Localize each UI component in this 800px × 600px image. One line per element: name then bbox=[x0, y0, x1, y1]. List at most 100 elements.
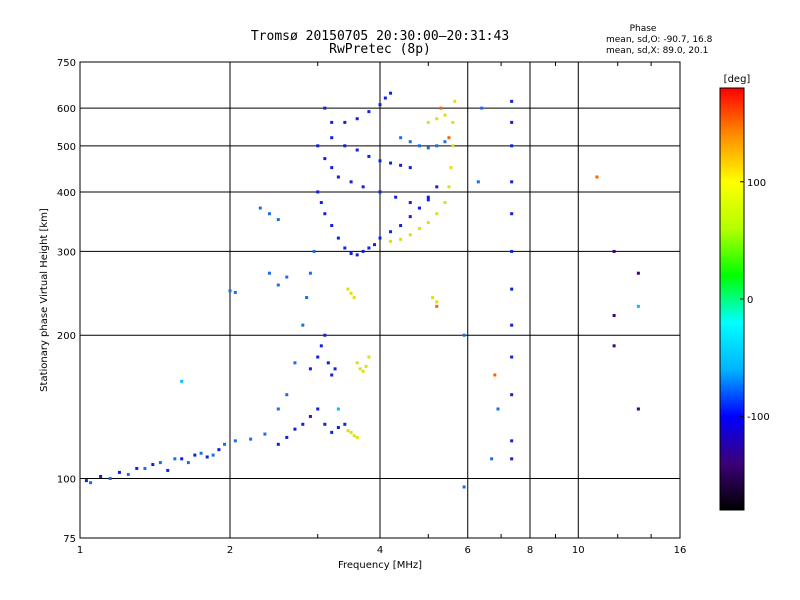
data-point bbox=[426, 198, 430, 202]
data-point bbox=[228, 289, 232, 293]
data-point bbox=[435, 185, 439, 189]
data-point bbox=[330, 136, 334, 140]
data-point bbox=[399, 136, 403, 140]
data-point bbox=[323, 106, 327, 110]
data-point bbox=[346, 287, 350, 291]
data-point bbox=[293, 361, 297, 365]
colorbar-tick-label: -100 bbox=[747, 412, 770, 423]
data-point bbox=[319, 344, 323, 348]
data-point bbox=[510, 99, 514, 103]
data-point bbox=[510, 393, 514, 397]
data-point bbox=[480, 106, 484, 110]
data-point bbox=[451, 120, 455, 124]
data-point bbox=[343, 422, 347, 426]
data-point bbox=[636, 271, 640, 275]
data-point bbox=[343, 120, 347, 124]
data-point bbox=[285, 393, 289, 397]
data-point bbox=[443, 201, 447, 205]
y-tick-label: 75 bbox=[63, 534, 76, 545]
data-point bbox=[319, 201, 323, 205]
data-point bbox=[293, 427, 297, 431]
data-point bbox=[352, 434, 356, 438]
data-point bbox=[595, 175, 599, 179]
data-point bbox=[439, 106, 443, 110]
data-point bbox=[84, 479, 88, 483]
data-point bbox=[330, 166, 334, 170]
data-point bbox=[205, 455, 209, 459]
data-point bbox=[151, 463, 155, 467]
data-point bbox=[417, 144, 421, 148]
data-point bbox=[312, 249, 316, 253]
data-point bbox=[346, 429, 350, 433]
data-point bbox=[447, 136, 451, 140]
data-point bbox=[612, 249, 616, 253]
data-point bbox=[166, 468, 170, 472]
data-point bbox=[333, 367, 337, 371]
data-point bbox=[449, 166, 453, 170]
data-point bbox=[285, 275, 289, 279]
data-point bbox=[323, 212, 327, 216]
data-point bbox=[431, 296, 435, 300]
data-point bbox=[383, 96, 387, 100]
data-point bbox=[399, 224, 403, 228]
data-point bbox=[510, 355, 514, 359]
data-point bbox=[510, 287, 514, 291]
data-point bbox=[389, 239, 393, 243]
phase-header: Phase bbox=[630, 24, 657, 34]
data-point bbox=[267, 271, 271, 275]
data-point bbox=[510, 457, 514, 461]
data-point bbox=[373, 243, 377, 247]
x-axis-label: Frequency [MHz] bbox=[338, 560, 422, 571]
phase-stats-o: mean, sd,O: -90.7, 16.8 bbox=[606, 35, 713, 45]
data-point bbox=[451, 144, 455, 148]
data-point bbox=[330, 120, 334, 124]
data-point bbox=[389, 91, 393, 95]
data-point bbox=[447, 185, 451, 189]
data-point bbox=[336, 236, 340, 240]
data-point bbox=[180, 379, 184, 383]
y-tick-label: 300 bbox=[57, 247, 76, 258]
data-point bbox=[143, 466, 147, 470]
data-point bbox=[426, 221, 430, 225]
data-point bbox=[301, 422, 305, 426]
data-point bbox=[186, 461, 190, 465]
y-tick-label: 200 bbox=[57, 331, 76, 342]
chart-title: Tromsø 20150705 20:30:00–20:31:43 bbox=[251, 29, 509, 44]
data-point bbox=[636, 407, 640, 411]
data-point bbox=[367, 246, 371, 250]
data-point bbox=[267, 212, 271, 216]
data-point bbox=[417, 227, 421, 231]
data-point bbox=[612, 344, 616, 348]
data-point bbox=[355, 435, 359, 439]
data-point bbox=[364, 364, 368, 368]
data-point bbox=[316, 144, 320, 148]
data-point bbox=[378, 103, 382, 107]
x-tick-label: 1 bbox=[77, 545, 83, 556]
data-point bbox=[308, 367, 312, 371]
data-point bbox=[408, 233, 412, 237]
data-point bbox=[249, 437, 253, 441]
y-tick-label: 600 bbox=[57, 104, 76, 115]
data-point bbox=[435, 117, 439, 121]
data-point bbox=[355, 117, 359, 121]
data-point bbox=[510, 249, 514, 253]
data-point bbox=[389, 161, 393, 165]
data-point bbox=[355, 253, 359, 257]
data-point bbox=[426, 120, 430, 124]
data-point bbox=[493, 373, 497, 377]
data-point bbox=[378, 190, 382, 194]
data-point bbox=[349, 251, 353, 255]
phase-stats-x: mean, sd,X: 89.0, 20.1 bbox=[606, 46, 708, 56]
data-point bbox=[361, 369, 365, 373]
phase-colorbar: 100 0 -100 bbox=[719, 87, 770, 511]
data-point bbox=[117, 470, 121, 474]
data-point bbox=[330, 373, 334, 377]
data-point bbox=[361, 249, 365, 253]
data-point bbox=[435, 144, 439, 148]
data-point bbox=[276, 442, 280, 446]
data-point bbox=[308, 271, 312, 275]
data-point bbox=[193, 453, 197, 457]
data-point bbox=[378, 159, 382, 163]
data-point bbox=[308, 414, 312, 418]
